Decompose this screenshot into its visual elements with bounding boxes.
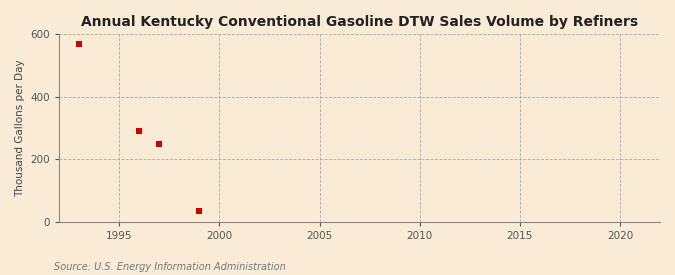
Y-axis label: Thousand Gallons per Day: Thousand Gallons per Day — [15, 59, 25, 197]
Title: Annual Kentucky Conventional Gasoline DTW Sales Volume by Refiners: Annual Kentucky Conventional Gasoline DT… — [81, 15, 638, 29]
Text: Source: U.S. Energy Information Administration: Source: U.S. Energy Information Administ… — [54, 262, 286, 272]
